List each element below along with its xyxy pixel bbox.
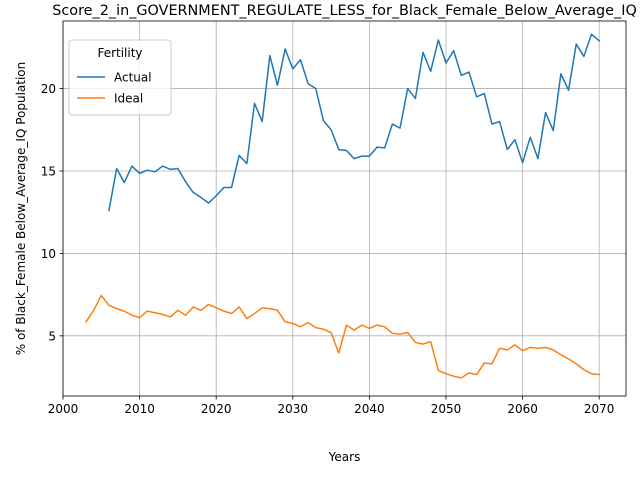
x-tick-label: 2010 bbox=[124, 402, 155, 416]
plot-frame bbox=[62, 20, 627, 397]
y-axis-label: % of Black_Female Below_Average_IQ Popul… bbox=[14, 62, 28, 356]
x-tick-label: 2060 bbox=[507, 402, 538, 416]
x-tick-label: 2030 bbox=[278, 402, 309, 416]
legend-items: Actual Ideal bbox=[77, 71, 152, 106]
legend-box bbox=[68, 39, 172, 116]
series-line-ideal bbox=[84, 294, 601, 379]
x-tick-label: 2040 bbox=[354, 402, 385, 416]
y-tick-label: 10 bbox=[41, 247, 56, 261]
x-tick-label: 2000 bbox=[48, 402, 79, 416]
y-tick-label: 15 bbox=[41, 165, 56, 179]
chart-title: Score_2_in_GOVERNMENT_REGULATE_LESS_for_… bbox=[52, 3, 637, 19]
series-lines bbox=[84, 33, 601, 379]
axis-ticks: 2000 2010 2020 2030 2040 2050 2060 2070 5 10 15 20 bbox=[41, 82, 615, 416]
x-axis-label: Years bbox=[328, 450, 361, 464]
y-tick-label: 5 bbox=[48, 329, 56, 343]
x-tick-label: 2020 bbox=[201, 402, 232, 416]
legend-label-ideal: Ideal bbox=[114, 92, 143, 106]
legend: Fertility Actual Ideal bbox=[68, 39, 172, 116]
grid bbox=[62, 21, 626, 396]
series-line-actual bbox=[108, 33, 601, 212]
x-tick-label: 2070 bbox=[584, 402, 615, 416]
legend-label-actual: Actual bbox=[114, 71, 152, 85]
x-tick-label: 2050 bbox=[431, 402, 462, 416]
y-tick-label: 20 bbox=[41, 82, 56, 96]
legend-title: Fertility bbox=[97, 46, 142, 60]
